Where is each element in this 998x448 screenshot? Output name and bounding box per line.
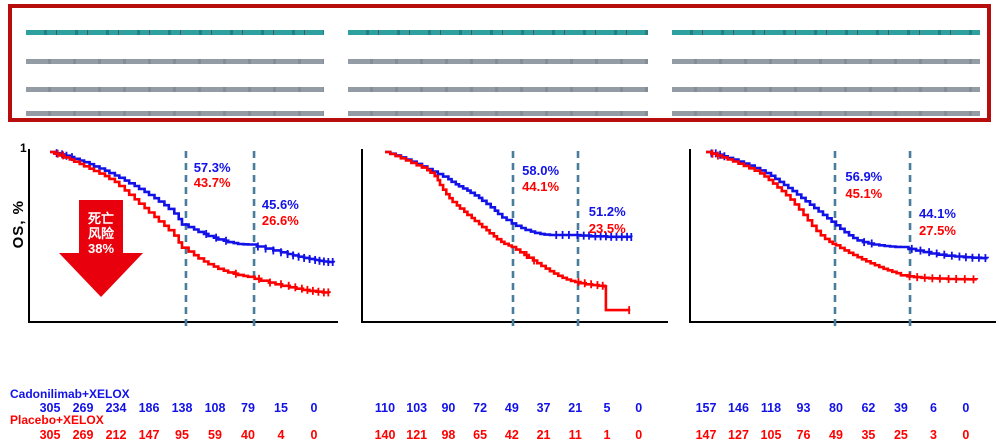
- at-risk-count: 39: [893, 401, 908, 415]
- redacted-text-bar: [26, 87, 324, 92]
- at-risk-count: 21: [568, 401, 583, 415]
- risk-row-label-placebo: Placebo+XELOX: [10, 413, 104, 427]
- at-risk-count: 118: [760, 401, 782, 415]
- km-plot-2: [361, 149, 668, 327]
- at-risk-count: 42: [504, 428, 519, 442]
- at-risk-count: 4: [277, 428, 285, 442]
- redacted-text-bar: [26, 30, 324, 35]
- at-risk-count: 40: [241, 428, 255, 442]
- os-rate-annotation: 43.7%: [193, 175, 231, 191]
- os-rate-annotation: 57.3%: [193, 160, 231, 175]
- at-risk-count: 25: [893, 428, 908, 442]
- redacted-text-bar: [26, 111, 324, 116]
- os-rate-annotation: 27.5%: [919, 222, 956, 238]
- plot-axes: [28, 149, 338, 323]
- at-risk-count: 212: [105, 428, 127, 442]
- redacted-text-bar: [348, 111, 648, 116]
- redacted-text-bar: [672, 59, 980, 64]
- at-risk-count: 138: [171, 401, 193, 415]
- at-risk-count: 6: [929, 401, 937, 415]
- at-risk-count: 147: [138, 428, 160, 442]
- at-risk-count: 186: [138, 401, 160, 415]
- at-risk-count: 93: [796, 401, 811, 415]
- redacted-header-table: [8, 4, 991, 122]
- at-risk-count: 98: [441, 428, 456, 442]
- at-risk-count: 3: [929, 428, 937, 442]
- os-rate-annotation: 56.9%: [845, 168, 883, 184]
- at-risk-count: 37: [536, 401, 551, 415]
- os-rate-annotation: 51.2%: [588, 204, 626, 220]
- os-rate-annotation: 44.1%: [522, 178, 560, 194]
- redacted-text-bar: [348, 30, 648, 35]
- at-risk-count: 79: [241, 401, 255, 415]
- at-risk-count: 0: [310, 428, 318, 442]
- at-risk-count: 95: [175, 428, 189, 442]
- at-risk-count: 5: [603, 401, 611, 415]
- at-risk-count: 65: [473, 428, 488, 442]
- at-risk-count: 0: [635, 401, 643, 415]
- os-rate-annotation: 58.0%: [522, 163, 560, 179]
- at-risk-count: 49: [829, 428, 843, 442]
- os-rate-annotation: 45.1%: [845, 185, 883, 201]
- death-risk-arrow-text: 38%: [88, 241, 114, 256]
- at-risk-count: 105: [760, 428, 782, 442]
- at-risk-count: 305: [39, 428, 61, 442]
- at-risk-count: 140: [374, 428, 396, 442]
- at-risk-count: 59: [208, 428, 222, 442]
- at-risk-count: 121: [406, 428, 428, 442]
- at-risk-count: 21: [536, 428, 551, 442]
- at-risk-count: 15: [274, 401, 288, 415]
- at-risk-count: 90: [441, 401, 456, 415]
- redacted-text-bar: [26, 59, 324, 64]
- at-risk-count: 49: [504, 401, 519, 415]
- os-rate-annotation: 44.1%: [919, 205, 956, 221]
- at-risk-count: 76: [796, 428, 811, 442]
- at-risk-count: 305: [39, 401, 61, 415]
- y-axis-top-tick: 1: [20, 141, 27, 155]
- at-risk-count: 35: [861, 428, 876, 442]
- at-risk-count: 1: [603, 428, 611, 442]
- at-risk-count: 157: [695, 401, 717, 415]
- os-rate-annotation: 45.6%: [261, 197, 299, 213]
- at-risk-count: 269: [72, 401, 94, 415]
- km-plot-3: [689, 149, 996, 327]
- at-risk-count: 103: [406, 401, 428, 415]
- at-risk-count: 0: [635, 428, 643, 442]
- at-risk-count: 11: [568, 428, 582, 442]
- redacted-text-bar: [672, 87, 980, 92]
- at-risk-count: 269: [72, 428, 94, 442]
- at-risk-count: 234: [105, 401, 127, 415]
- os-rate-annotation: 23.5%: [588, 221, 626, 237]
- at-risk-count: 108: [204, 401, 226, 415]
- risk-row-label-treatment: Cadonilimab+XELOX: [10, 387, 130, 401]
- at-risk-count: 72: [473, 401, 488, 415]
- plot-axes: [361, 149, 668, 323]
- at-risk-count: 62: [861, 401, 876, 415]
- placebo-curve: [385, 150, 631, 312]
- redacted-text-bar: [348, 59, 648, 64]
- redacted-text-bar: [672, 30, 980, 35]
- os-rate-annotation: 26.6%: [261, 212, 299, 228]
- treatment-curve: [706, 150, 989, 260]
- redacted-text-bar: [672, 111, 980, 116]
- redacted-text-bar: [348, 87, 648, 92]
- at-risk-count: 0: [962, 401, 970, 415]
- at-risk-count: 110: [374, 401, 396, 415]
- plot-axes: [689, 149, 996, 323]
- death-risk-arrow-icon: [59, 200, 143, 297]
- death-risk-arrow-text: 死亡: [88, 211, 114, 226]
- placebo-curve: [50, 150, 331, 294]
- at-risk-count: 127: [728, 428, 749, 442]
- at-risk-count: 146: [728, 401, 749, 415]
- at-risk-count: 80: [829, 401, 843, 415]
- placebo-curve: [706, 150, 979, 281]
- at-risk-count: 147: [695, 428, 717, 442]
- at-risk-count: 0: [962, 428, 970, 442]
- at-risk-count: 0: [310, 401, 318, 415]
- death-risk-arrow-text: 风险: [88, 226, 115, 241]
